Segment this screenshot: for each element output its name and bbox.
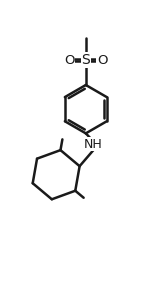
Text: S: S <box>81 53 90 67</box>
Text: O: O <box>97 54 107 67</box>
Text: O: O <box>64 54 75 67</box>
Text: NH: NH <box>84 138 103 151</box>
